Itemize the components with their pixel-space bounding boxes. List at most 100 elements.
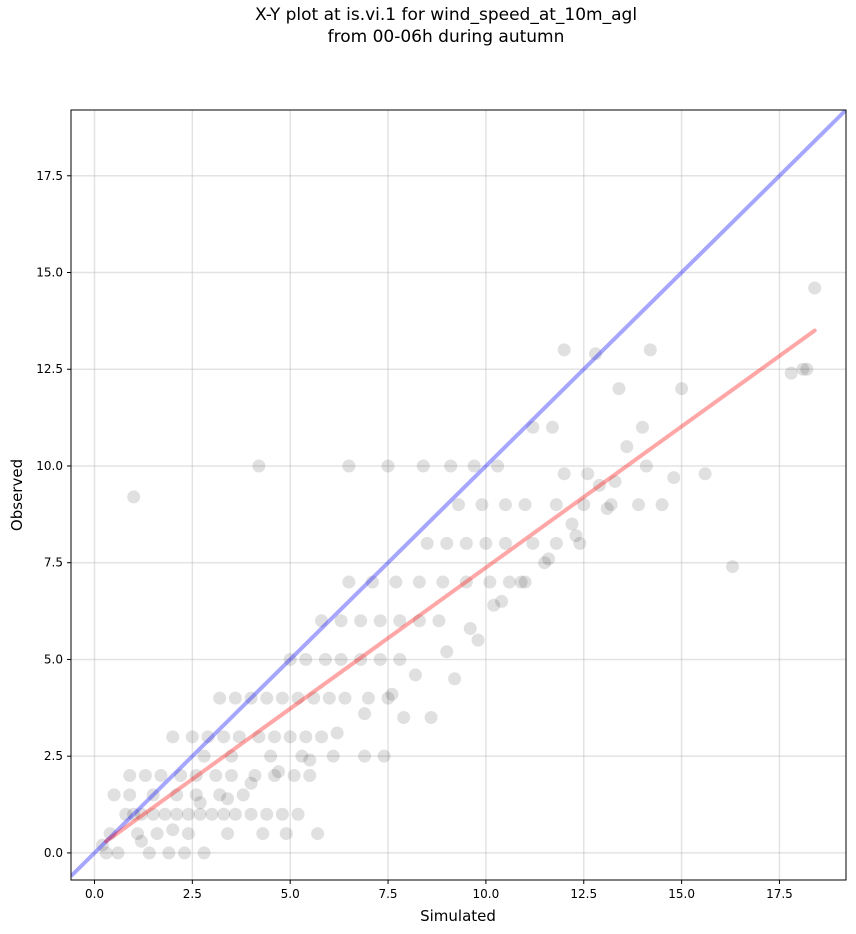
scatter-point (487, 598, 501, 612)
scatter-point (111, 846, 125, 860)
scatter-point (107, 788, 121, 802)
scatter-point (244, 691, 258, 705)
scatter-point (538, 556, 552, 570)
x-tick-label: 10.0 (473, 887, 500, 901)
scatter-point (119, 807, 133, 821)
scatter-point (698, 467, 712, 481)
y-tick-label: 0.0 (44, 846, 63, 860)
scatter-point (459, 575, 473, 589)
scatter-point (178, 846, 192, 860)
scatter-point (588, 347, 602, 361)
scatter-point (784, 366, 798, 380)
scatter-point (334, 614, 348, 628)
scatter-point (322, 691, 336, 705)
scatter-point (393, 652, 407, 666)
scatter-point (256, 827, 270, 841)
scatter-point (612, 382, 626, 396)
scatter-point (608, 474, 622, 488)
scatter-point (166, 823, 180, 837)
scatter-point (526, 536, 540, 550)
scatter-point (283, 730, 297, 744)
scatter-point (209, 769, 223, 783)
scatter-point (138, 769, 152, 783)
scatter-point (295, 749, 309, 763)
scatter-point (498, 498, 512, 512)
x-tick-label: 17.5 (766, 887, 793, 901)
scatter-point (549, 536, 563, 550)
scatter-point (569, 529, 583, 543)
x-tick-label: 12.5 (570, 887, 597, 901)
scatter-point (800, 362, 814, 376)
scatter-point (127, 807, 141, 821)
scatter-point (420, 536, 434, 550)
scatter-point (275, 691, 289, 705)
scatter-point (491, 459, 505, 473)
y-tick-label: 17.5 (36, 169, 63, 183)
scatter-point (224, 749, 238, 763)
scatter-point (361, 691, 375, 705)
chart-title-line-1: X-Y plot at is.vi.1 for wind_speed_at_10… (254, 5, 638, 25)
scatter-point (440, 536, 454, 550)
scatter-point (655, 498, 669, 512)
scatter-point (342, 575, 356, 589)
y-tick-label: 10.0 (36, 459, 63, 473)
scatter-point (244, 807, 258, 821)
scatter-point (150, 827, 164, 841)
scatter-point (452, 498, 465, 512)
scatter-point (354, 652, 368, 666)
scatter-point (604, 498, 618, 512)
scatter-point (565, 517, 579, 531)
scatter-point (146, 788, 160, 802)
y-axis-ticks: 0.0 2.5 5.0 7.5 10.0 12.5 15.0 17.5 (36, 169, 71, 860)
scatter-point (514, 575, 528, 589)
scatter-point (393, 614, 407, 628)
one-to-one-line (71, 110, 846, 878)
scatter-point (213, 691, 227, 705)
y-tick-label: 12.5 (36, 362, 63, 376)
x-tick-label: 0.0 (85, 887, 104, 901)
scatter-point (181, 827, 195, 841)
scatter-point (338, 691, 352, 705)
scatter-point (463, 621, 477, 635)
scatter-point (796, 362, 810, 376)
chart-title-line-2: from 00-06h during autumn (327, 27, 565, 47)
y-tick-label: 5.0 (44, 652, 63, 666)
scatter-point (264, 749, 278, 763)
scatter-point (197, 846, 211, 860)
scatter-point (475, 498, 489, 512)
scatter-point (675, 382, 689, 396)
scatter-point (373, 614, 387, 628)
scatter-point (213, 788, 227, 802)
scatter-point (303, 753, 317, 767)
scatter-point (221, 827, 235, 841)
scatter-point (146, 807, 160, 821)
scatter-point (275, 807, 289, 821)
scatter-point (545, 420, 559, 434)
scatter-point (131, 827, 145, 841)
scatter-point (193, 796, 207, 810)
scatter-point (205, 807, 219, 821)
x-tick-label: 15.0 (668, 887, 695, 901)
scatter-point (260, 807, 274, 821)
scatter-point (170, 807, 184, 821)
scatter-point (315, 730, 329, 744)
scatter-point (260, 691, 274, 705)
scatter-point (358, 749, 372, 763)
scatter-point (303, 769, 317, 783)
scatter-point (228, 807, 242, 821)
scatter-point (252, 459, 266, 473)
scatter-point (189, 769, 203, 783)
scatter-point (127, 490, 141, 504)
x-tick-label: 2.5 (183, 887, 202, 901)
scatter-point (236, 788, 250, 802)
scatter-point (385, 687, 399, 701)
scatter-point (436, 575, 450, 589)
scatter-point (232, 730, 246, 744)
scatter-point (416, 459, 430, 473)
scatter-point (518, 575, 532, 589)
scatter-point (197, 749, 211, 763)
scatter-point (307, 691, 321, 705)
y-axis-label: Observed (8, 459, 26, 531)
scatter-point (483, 575, 497, 589)
